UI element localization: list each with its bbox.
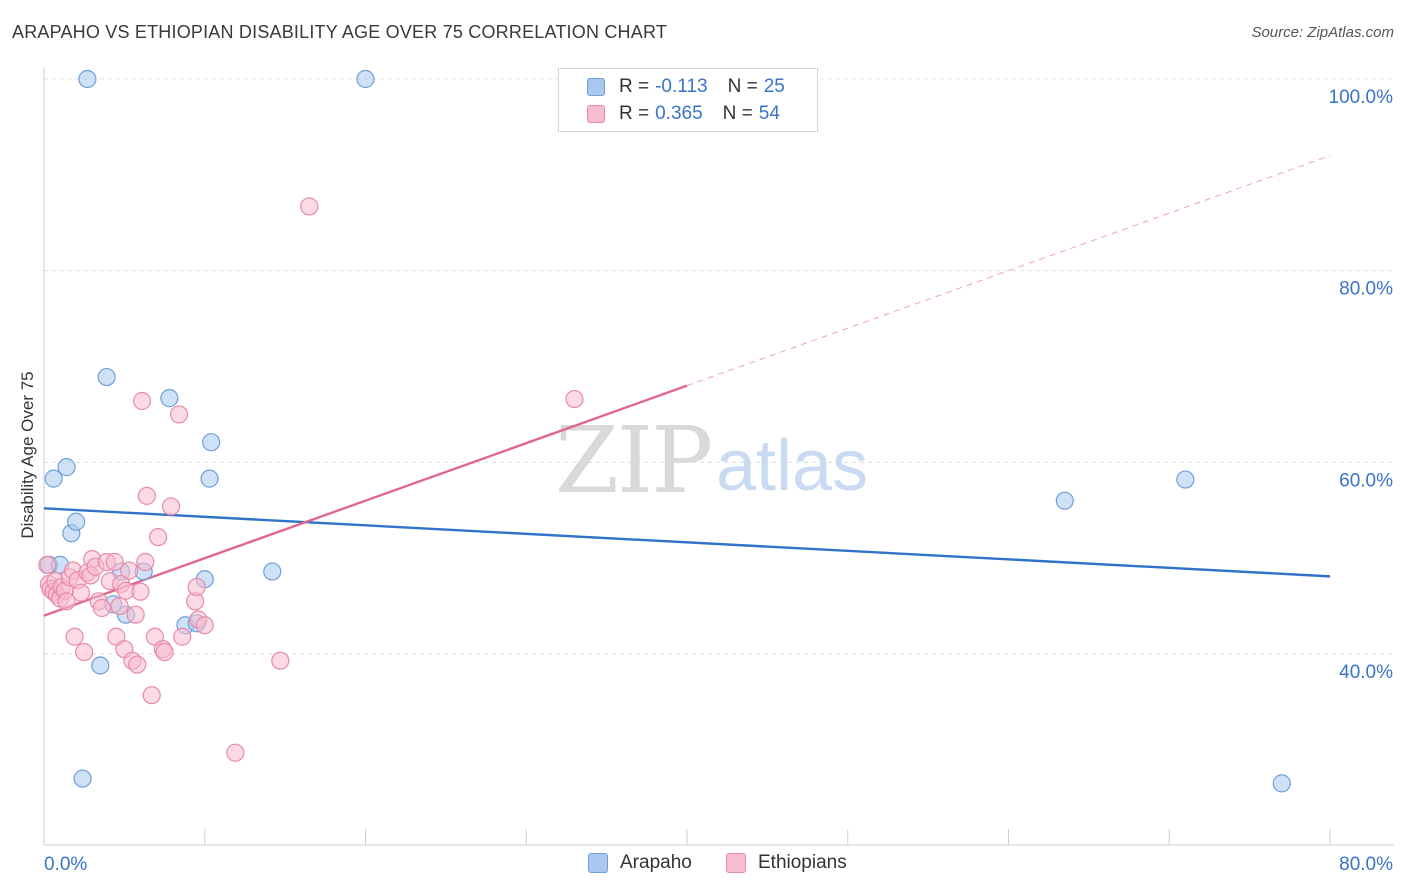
point-ethiopians (57, 592, 76, 611)
point-ethiopians (187, 577, 206, 597)
point-ethiopians (226, 743, 245, 762)
trend-line-ethiopians (43, 384, 688, 617)
point-arapaho (263, 562, 282, 581)
y-tick-label: 100.0% (1329, 87, 1394, 108)
n-label: N = (727, 76, 758, 97)
r-value: -0.113 (655, 76, 708, 97)
point-arapaho (160, 389, 179, 408)
point-ethiopians (161, 497, 181, 516)
point-ethiopians (131, 582, 150, 601)
point-arapaho (200, 469, 219, 488)
point-arapaho (1055, 491, 1074, 510)
point-layer (38, 69, 1291, 793)
legend-label-ethiopians: Ethiopians (758, 852, 847, 873)
point-ethiopians (271, 651, 290, 670)
point-ethiopians (65, 627, 84, 646)
watermark-zip: ZIP (555, 407, 711, 514)
point-ethiopians (120, 561, 139, 580)
series-legend: Arapaho Ethiopians (0, 852, 1406, 878)
stats-legend: R = -0.113 N = 25 R = 0.365 N = 54 (558, 68, 818, 132)
point-ethiopians (71, 583, 91, 602)
r-label: R = (619, 76, 650, 97)
point-arapaho (44, 469, 63, 488)
n-label: N = (722, 103, 753, 124)
point-arapaho (1272, 774, 1291, 793)
point-arapaho (356, 69, 375, 89)
legend-item-ethiopians[interactable]: Ethiopians (726, 852, 847, 874)
axis-layer (43, 68, 1394, 846)
point-ethiopians (38, 555, 57, 574)
point-ethiopians (110, 596, 129, 616)
point-arapaho (78, 69, 97, 89)
point-ethiopians (92, 598, 111, 618)
point-arapaho (67, 512, 86, 531)
watermark-atlas: atlas (716, 426, 868, 506)
point-ethiopians (173, 627, 192, 646)
legend-item-arapaho[interactable]: Arapaho (588, 852, 692, 874)
trend-line-ethiopians (686, 155, 1331, 387)
point-ethiopians (195, 616, 214, 635)
n-value: 54 (758, 103, 780, 124)
legend-swatch-ethiopians (587, 105, 605, 123)
point-ethiopians (105, 552, 124, 572)
r-label: R = (619, 103, 650, 124)
legend-swatch-ethiopians (726, 853, 746, 873)
y-tick-label: 80.0% (1339, 279, 1393, 300)
y-tick-label: 40.0% (1339, 662, 1393, 683)
point-ethiopians (75, 642, 94, 662)
source-credit: Source: ZipAtlas.com (1251, 24, 1394, 41)
x-tick-label: 80.0% (1339, 854, 1393, 875)
point-arapaho (97, 367, 116, 387)
point-ethiopians (126, 605, 145, 624)
legend-row-arapaho: R = -0.113 N = 25 (587, 75, 785, 99)
point-ethiopians (155, 642, 174, 662)
chart-title: ARAPAHO VS ETHIOPIAN DISABILITY AGE OVER… (12, 22, 668, 42)
point-arapaho (57, 458, 76, 477)
trend-layer (43, 155, 1331, 617)
grid-layer (44, 78, 1394, 655)
point-ethiopians (142, 686, 161, 705)
point-ethiopians (565, 389, 584, 409)
point-arapaho (73, 769, 92, 788)
point-ethiopians (128, 655, 147, 674)
legend-swatch-arapaho (588, 853, 608, 873)
legend-row-ethiopians: R = 0.365 N = 54 (587, 102, 780, 126)
trend-line-arapaho (43, 507, 1331, 578)
point-arapaho (1176, 470, 1195, 489)
legend-label-arapaho: Arapaho (620, 852, 692, 873)
point-ethiopians (132, 391, 152, 411)
point-ethiopians (137, 486, 156, 505)
x-tick-label: 0.0% (44, 854, 87, 875)
label-layer: 40.0% 60.0% 80.0% 100.0% 0.0% 80.0% (44, 87, 1393, 875)
r-value: 0.365 (655, 103, 703, 124)
y-tick-label: 60.0% (1339, 470, 1393, 491)
point-ethiopians (169, 405, 189, 424)
point-arapaho (91, 656, 110, 675)
point-arapaho (202, 433, 221, 452)
point-ethiopians (149, 527, 168, 547)
point-ethiopians (136, 552, 155, 572)
legend-swatch-arapaho (587, 78, 605, 96)
point-ethiopians (300, 197, 319, 216)
y-axis-label: Disability Age Over 75 (18, 371, 37, 538)
watermark: ZIP atlas (555, 407, 868, 514)
n-value: 25 (763, 76, 785, 97)
